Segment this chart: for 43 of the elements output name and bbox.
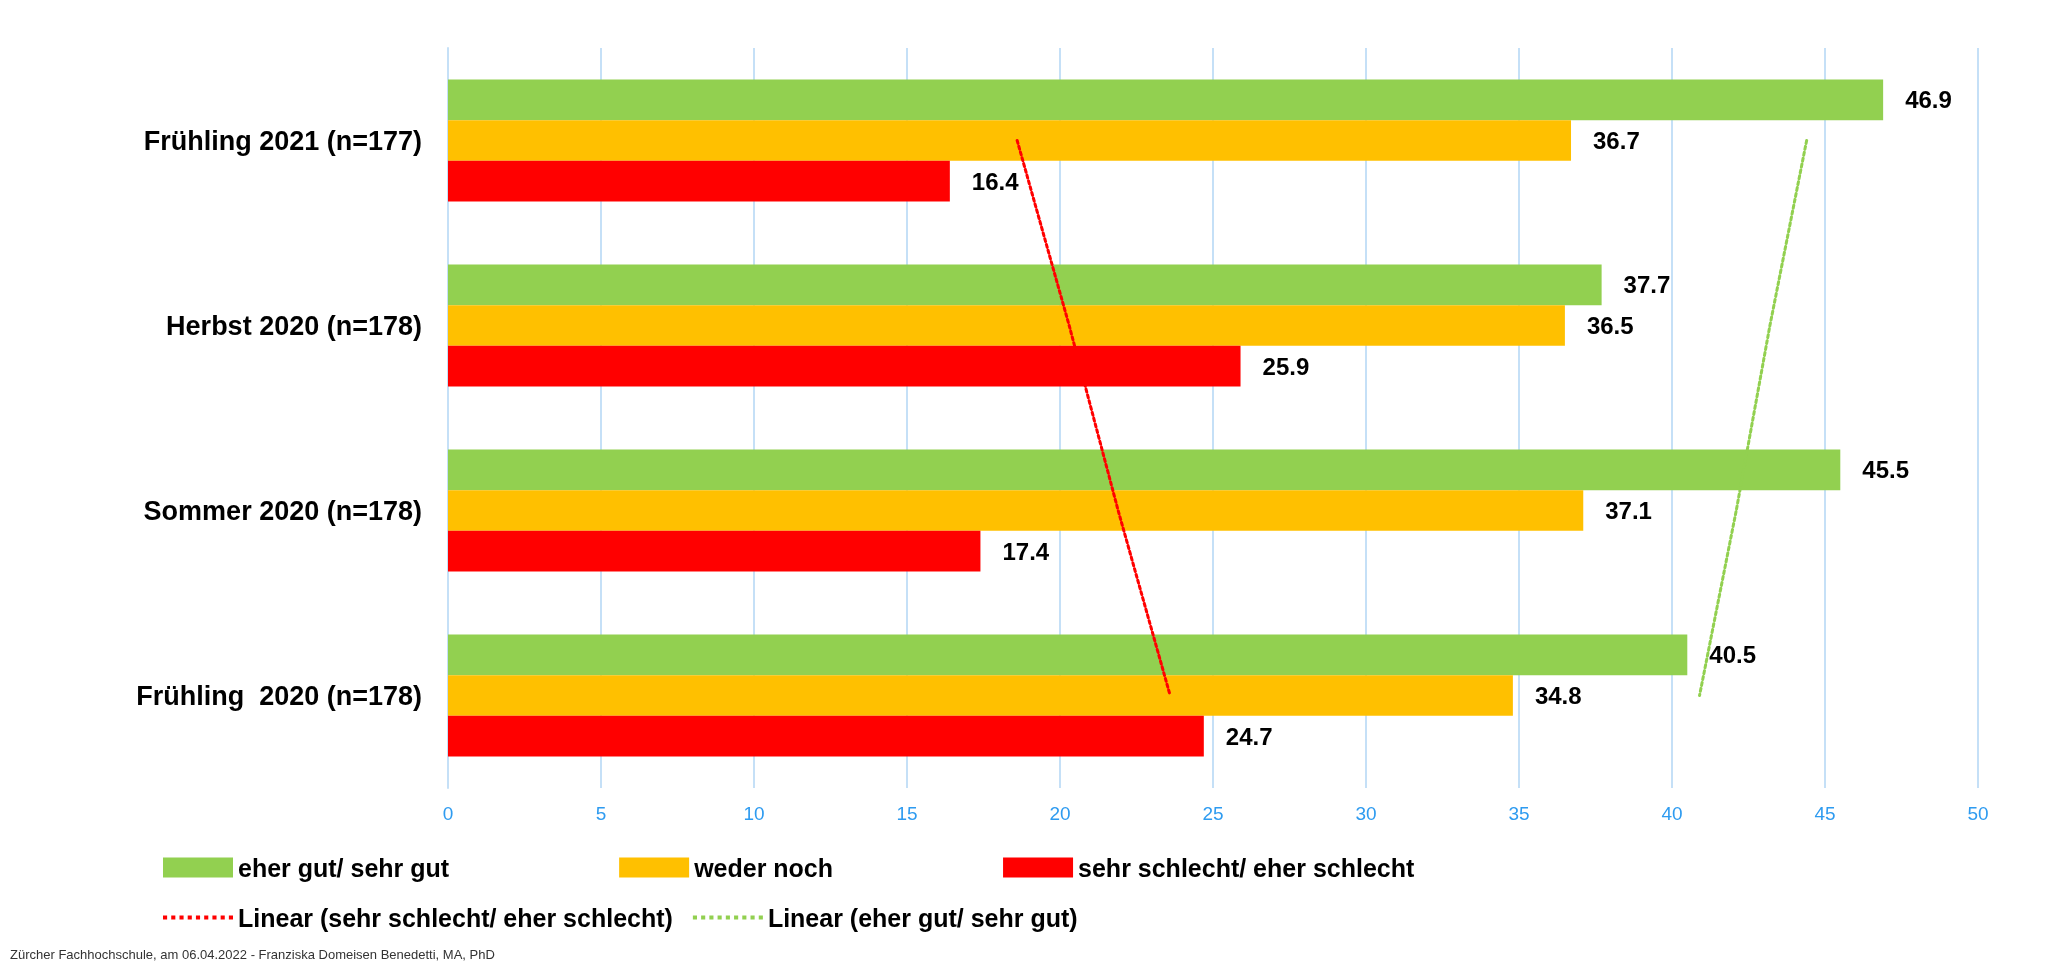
legend-label: Linear (sehr schlecht/ eher schlecht) <box>238 903 673 932</box>
bar <box>448 305 1565 346</box>
legend-label: Linear (eher gut/ sehr gut) <box>767 903 1078 932</box>
bar <box>448 79 1884 121</box>
y-tick-label: Herbst 2020 (n=178) <box>166 310 422 341</box>
y-tick-label: Frühling 2020 (n=178) <box>136 680 422 711</box>
x-tick-label: 10 <box>743 803 765 824</box>
text: Zürcher Fachhochschule, am 06.04.2022 - Franziska Domeisen Benedetti, MA, PhD <box>10 947 495 962</box>
x-tick-label: 50 <box>1967 803 1989 824</box>
data-label: 45.5 <box>1862 456 1910 484</box>
legend-label: eher gut/ sehr gut <box>238 853 450 882</box>
x-tick-label: 35 <box>1508 803 1530 824</box>
x-tick-label: 30 <box>1355 803 1377 824</box>
y-tick-label: Frühling 2021 (n=177) <box>143 125 422 156</box>
data-label: 34.8 <box>1534 682 1582 709</box>
bar <box>448 490 1584 531</box>
x-tick-label: 20 <box>1049 803 1071 824</box>
data-label: 46.9 <box>1905 86 1952 114</box>
bar <box>448 530 981 572</box>
data-label: 36.7 <box>1593 127 1640 154</box>
x-tick-label: 15 <box>896 803 918 824</box>
data-label: 24.7 <box>1225 722 1273 750</box>
legend-label: sehr schlecht/ eher schlecht <box>1078 853 1415 882</box>
x-tick-label: 0 <box>442 803 454 824</box>
data-label: 17.4 <box>1002 537 1050 565</box>
x-tick-label: 25 <box>1202 803 1224 824</box>
data-label: 37.1 <box>1605 497 1652 524</box>
data-label: 16.4 <box>971 167 1020 195</box>
data-label: 25.9 <box>1262 352 1310 380</box>
bar <box>448 264 1602 306</box>
bar <box>448 675 1513 716</box>
data-label: 37.7 <box>1623 271 1671 299</box>
bar <box>448 634 1688 676</box>
bar <box>448 715 1204 757</box>
bar <box>448 160 950 202</box>
x-tick-label: 45 <box>1814 803 1836 824</box>
x-tick-label: 5 <box>595 803 607 824</box>
bar <box>448 120 1572 161</box>
data-label: 36.5 <box>1586 312 1634 339</box>
data-label: 40.5 <box>1709 641 1757 669</box>
x-tick-label: 40 <box>1661 803 1683 824</box>
y-tick-label: Sommer 2020 (n=178) <box>143 495 422 526</box>
legend-label: weder noch <box>693 853 834 882</box>
